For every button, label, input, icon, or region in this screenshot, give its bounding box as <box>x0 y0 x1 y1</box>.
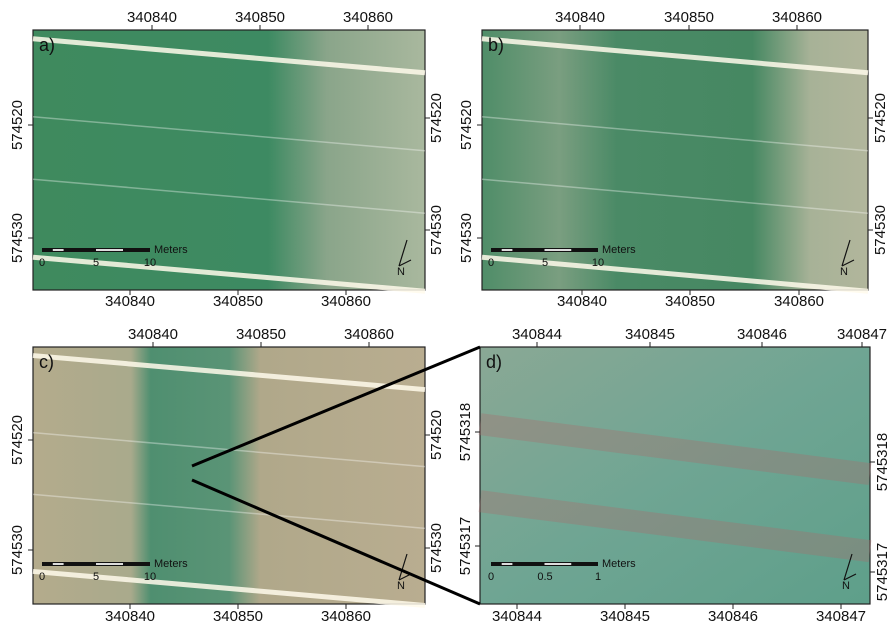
north-label: N <box>840 266 848 278</box>
scale-label: 0 <box>488 571 494 583</box>
scale-label: 1 <box>595 571 601 583</box>
bottom-tick-label: 340860 <box>321 608 371 625</box>
bottom-tick-label: 340840 <box>105 608 155 625</box>
scale-label: 10 <box>144 571 156 583</box>
right-tick-label: 5745317 <box>874 543 891 601</box>
scale-label: 5 <box>542 257 548 269</box>
scale-label: 10 <box>144 257 156 269</box>
top-tick-label: 340845 <box>625 326 675 343</box>
top-tick-label: 340840 <box>555 9 605 26</box>
figure: a) 340840 340850 340860 340840 340850 340860 57… <box>0 0 896 628</box>
top-tick-label: 340846 <box>737 326 787 343</box>
bottom-tick-label: 340860 <box>321 293 371 310</box>
scale-unit: Meters <box>602 558 636 570</box>
panel-label: d) <box>486 352 502 372</box>
bottom-tick-label: 340850 <box>665 293 715 310</box>
top-tick-label: 340840 <box>127 9 177 26</box>
scale-bar-segment <box>96 563 123 565</box>
top-tick-label: 340860 <box>344 326 394 343</box>
left-tick-label: 574520 <box>458 100 475 150</box>
left-tick-label: 574530 <box>9 525 26 575</box>
panel-label: c) <box>39 352 54 372</box>
bottom-tick-label: 340846 <box>708 608 758 625</box>
scale-bar-segment <box>545 563 572 565</box>
right-tick-label: 574520 <box>428 410 445 460</box>
left-tick-label: 574530 <box>9 213 26 263</box>
scale-bar-segment <box>545 249 572 251</box>
scale-bar-segment <box>96 249 123 251</box>
scale-bar-segment <box>502 563 513 565</box>
top-tick-label: 340844 <box>512 326 562 343</box>
scale-unit: Meters <box>154 558 188 570</box>
top-tick-label: 340860 <box>343 9 393 26</box>
panel-label: a) <box>39 35 55 55</box>
scale-bar-segment <box>502 249 513 251</box>
panel-label: b) <box>488 35 504 55</box>
right-tick-label: 574530 <box>428 205 445 255</box>
right-tick-label: 574520 <box>428 93 445 143</box>
scale-label: 0.5 <box>537 571 552 583</box>
scale-label: 5 <box>93 571 99 583</box>
bottom-tick-label: 340850 <box>213 293 263 310</box>
top-tick-label: 340840 <box>128 326 178 343</box>
left-tick-label: 5745318 <box>457 403 474 461</box>
right-tick-label: 574530 <box>872 205 889 255</box>
bottom-tick-label: 340845 <box>600 608 650 625</box>
scale-unit: Meters <box>602 244 636 256</box>
scale-label: 5 <box>93 257 99 269</box>
top-tick-label: 340850 <box>236 326 286 343</box>
top-tick-label: 340847 <box>837 326 887 343</box>
bottom-tick-label: 340850 <box>213 608 263 625</box>
top-tick-label: 340850 <box>235 9 285 26</box>
left-tick-label: 5745317 <box>457 517 474 575</box>
scale-unit: Meters <box>154 244 188 256</box>
north-label: N <box>842 580 850 592</box>
bottom-tick-label: 340840 <box>557 293 607 310</box>
north-label: N <box>397 580 405 592</box>
bottom-tick-label: 340860 <box>774 293 824 310</box>
top-tick-label: 340850 <box>664 9 714 26</box>
scale-bar-segment <box>53 249 64 251</box>
left-tick-label: 574520 <box>9 100 26 150</box>
top-tick-label: 340860 <box>772 9 822 26</box>
right-tick-label: 574520 <box>872 93 889 143</box>
right-tick-label: 5745318 <box>874 433 891 491</box>
scale-label: 0 <box>39 571 45 583</box>
scale-label: 0 <box>39 257 45 269</box>
scale-bar-segment <box>53 563 64 565</box>
bottom-tick-label: 340844 <box>492 608 542 625</box>
left-tick-label: 574530 <box>458 213 475 263</box>
bottom-tick-label: 340847 <box>816 608 866 625</box>
bottom-tick-label: 340840 <box>105 293 155 310</box>
right-tick-label: 574530 <box>428 523 445 573</box>
left-tick-label: 574520 <box>9 415 26 465</box>
north-label: N <box>397 266 405 278</box>
scale-label: 10 <box>592 257 604 269</box>
scale-label: 0 <box>488 257 494 269</box>
